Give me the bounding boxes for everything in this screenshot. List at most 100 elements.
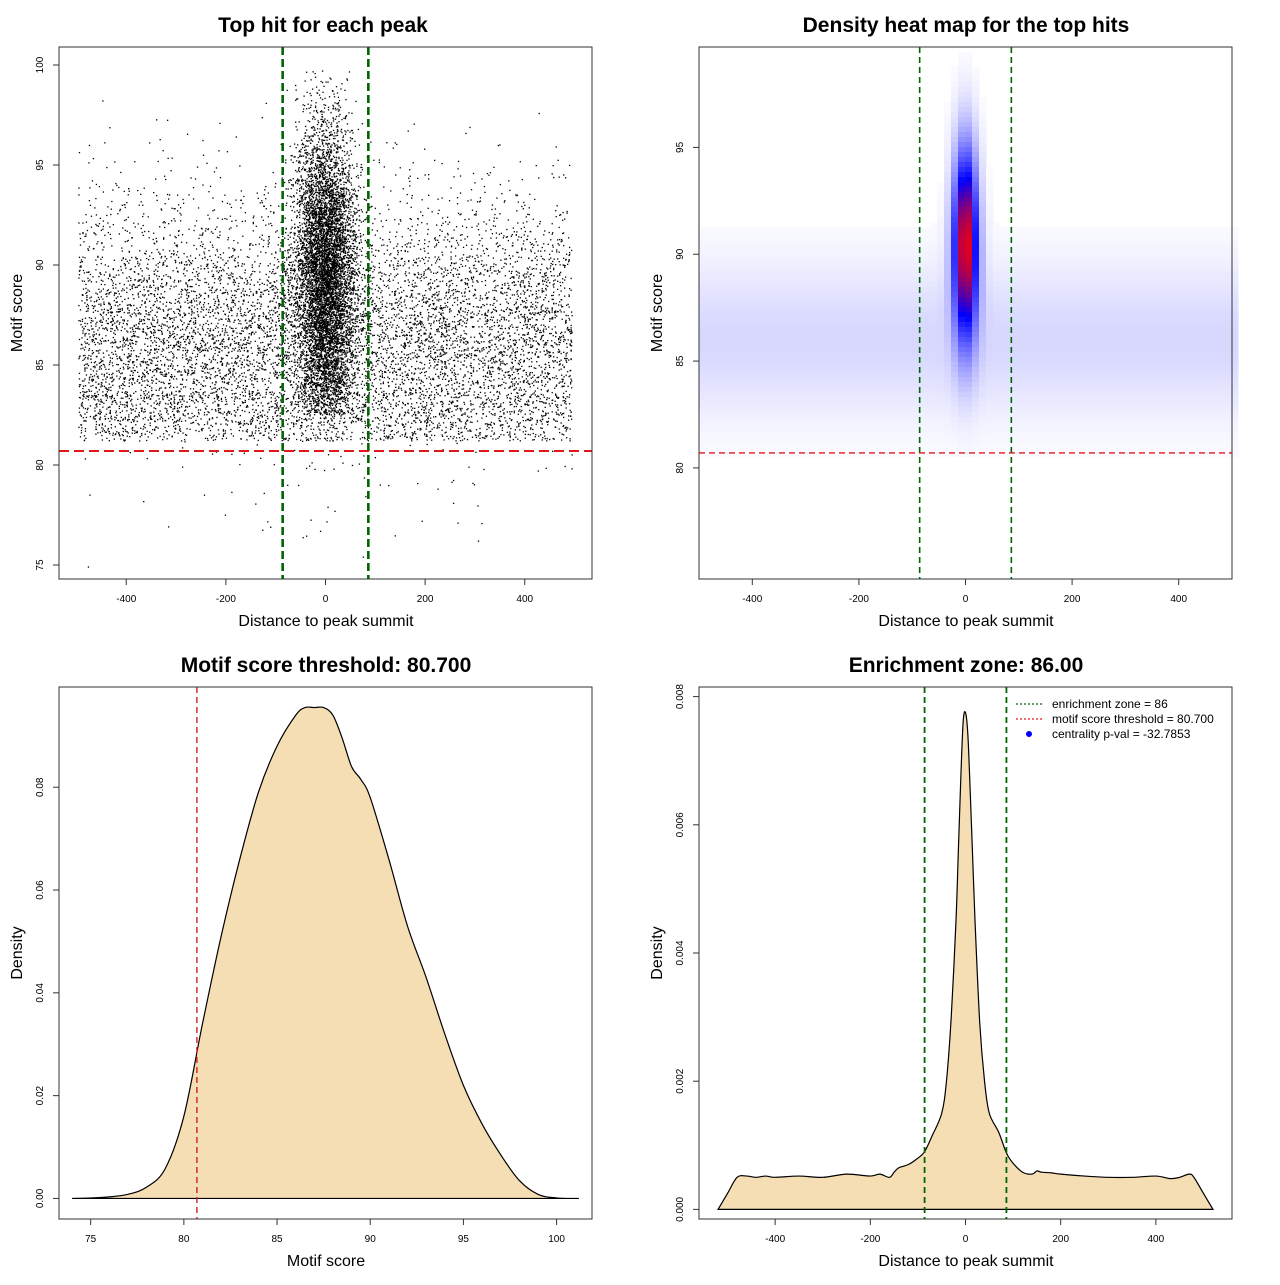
data-point: [122, 227, 124, 229]
data-point: [84, 356, 87, 359]
data-point: [383, 284, 385, 286]
data-point: [95, 421, 98, 423]
data-point: [234, 257, 237, 259]
data-point: [356, 417, 358, 420]
data-point: [194, 367, 196, 369]
data-point: [319, 432, 321, 434]
data-point: [267, 403, 269, 405]
data-point: [333, 422, 336, 425]
data-point: [498, 369, 501, 371]
data-point: [186, 133, 189, 135]
data-point: [101, 424, 104, 426]
data-point: [109, 308, 112, 310]
data-point: [167, 275, 169, 278]
data-point: [156, 378, 158, 381]
data-point: [454, 346, 456, 349]
data-point: [177, 401, 180, 404]
data-point: [430, 352, 432, 355]
data-point: [233, 278, 235, 281]
data-point: [500, 291, 502, 293]
data-point: [486, 326, 489, 328]
data-point: [186, 337, 189, 340]
data-point: [421, 199, 423, 201]
data-point: [402, 345, 404, 347]
data-point: [88, 343, 90, 346]
data-point: [169, 288, 171, 290]
data-point: [156, 357, 158, 359]
data-point: [308, 209, 311, 212]
data-point: [91, 378, 93, 381]
data-point: [212, 262, 215, 265]
data-point: [452, 267, 455, 269]
data-point: [239, 423, 241, 425]
data-point: [317, 408, 319, 411]
data-point: [346, 428, 348, 431]
data-point: [165, 408, 168, 410]
data-point: [428, 174, 430, 176]
data-point: [460, 263, 462, 266]
data-point: [568, 317, 570, 320]
data-point: [513, 378, 515, 380]
data-point: [415, 368, 417, 370]
data-point: [492, 316, 495, 318]
data-point: [116, 394, 118, 396]
data-point: [241, 277, 244, 280]
data-point: [473, 354, 476, 356]
data-point: [79, 320, 82, 322]
data-point: [435, 364, 438, 366]
data-point: [171, 347, 174, 349]
data-point: [569, 383, 572, 385]
data-point: [388, 484, 390, 487]
data-point: [155, 287, 157, 289]
data-point: [265, 185, 267, 188]
data-point: [548, 361, 550, 364]
data-point: [509, 386, 511, 389]
data-point: [239, 320, 241, 322]
data-point: [535, 305, 537, 307]
data-point: [533, 327, 535, 329]
data-point: [387, 335, 389, 337]
data-point: [298, 357, 301, 360]
data-point: [196, 308, 199, 310]
data-point: [201, 370, 203, 372]
data-point: [375, 377, 377, 380]
data-point: [508, 434, 510, 436]
data-point: [235, 387, 238, 390]
data-point: [413, 420, 415, 422]
data-point: [89, 273, 92, 276]
data-point: [166, 358, 168, 361]
data-point: [312, 400, 315, 402]
data-point: [197, 422, 199, 425]
data-point: [201, 228, 203, 230]
data-point: [81, 380, 84, 382]
data-point: [541, 427, 543, 430]
data-point: [292, 297, 294, 299]
data-point: [483, 349, 485, 351]
data-point: [182, 349, 184, 352]
data-point: [345, 341, 348, 343]
data-point: [293, 200, 295, 203]
data-point: [507, 345, 510, 347]
data-point: [102, 312, 105, 314]
data-point: [276, 395, 278, 398]
data-point: [150, 335, 152, 338]
data-point: [471, 421, 473, 424]
data-point: [423, 409, 425, 411]
data-point: [453, 365, 456, 368]
data-point: [411, 225, 413, 228]
data-point: [107, 388, 109, 391]
data-point: [219, 234, 221, 236]
data-point: [479, 432, 482, 434]
data-point: [459, 214, 461, 216]
data-point: [167, 365, 170, 367]
data-point: [330, 356, 332, 359]
data-point: [452, 359, 455, 362]
data-point: [526, 306, 528, 308]
data-point: [521, 247, 523, 249]
data-point: [174, 302, 176, 305]
data-point: [98, 275, 100, 278]
data-point: [441, 389, 443, 392]
data-point: [266, 334, 268, 336]
data-point: [250, 332, 252, 335]
data-point: [409, 169, 411, 171]
